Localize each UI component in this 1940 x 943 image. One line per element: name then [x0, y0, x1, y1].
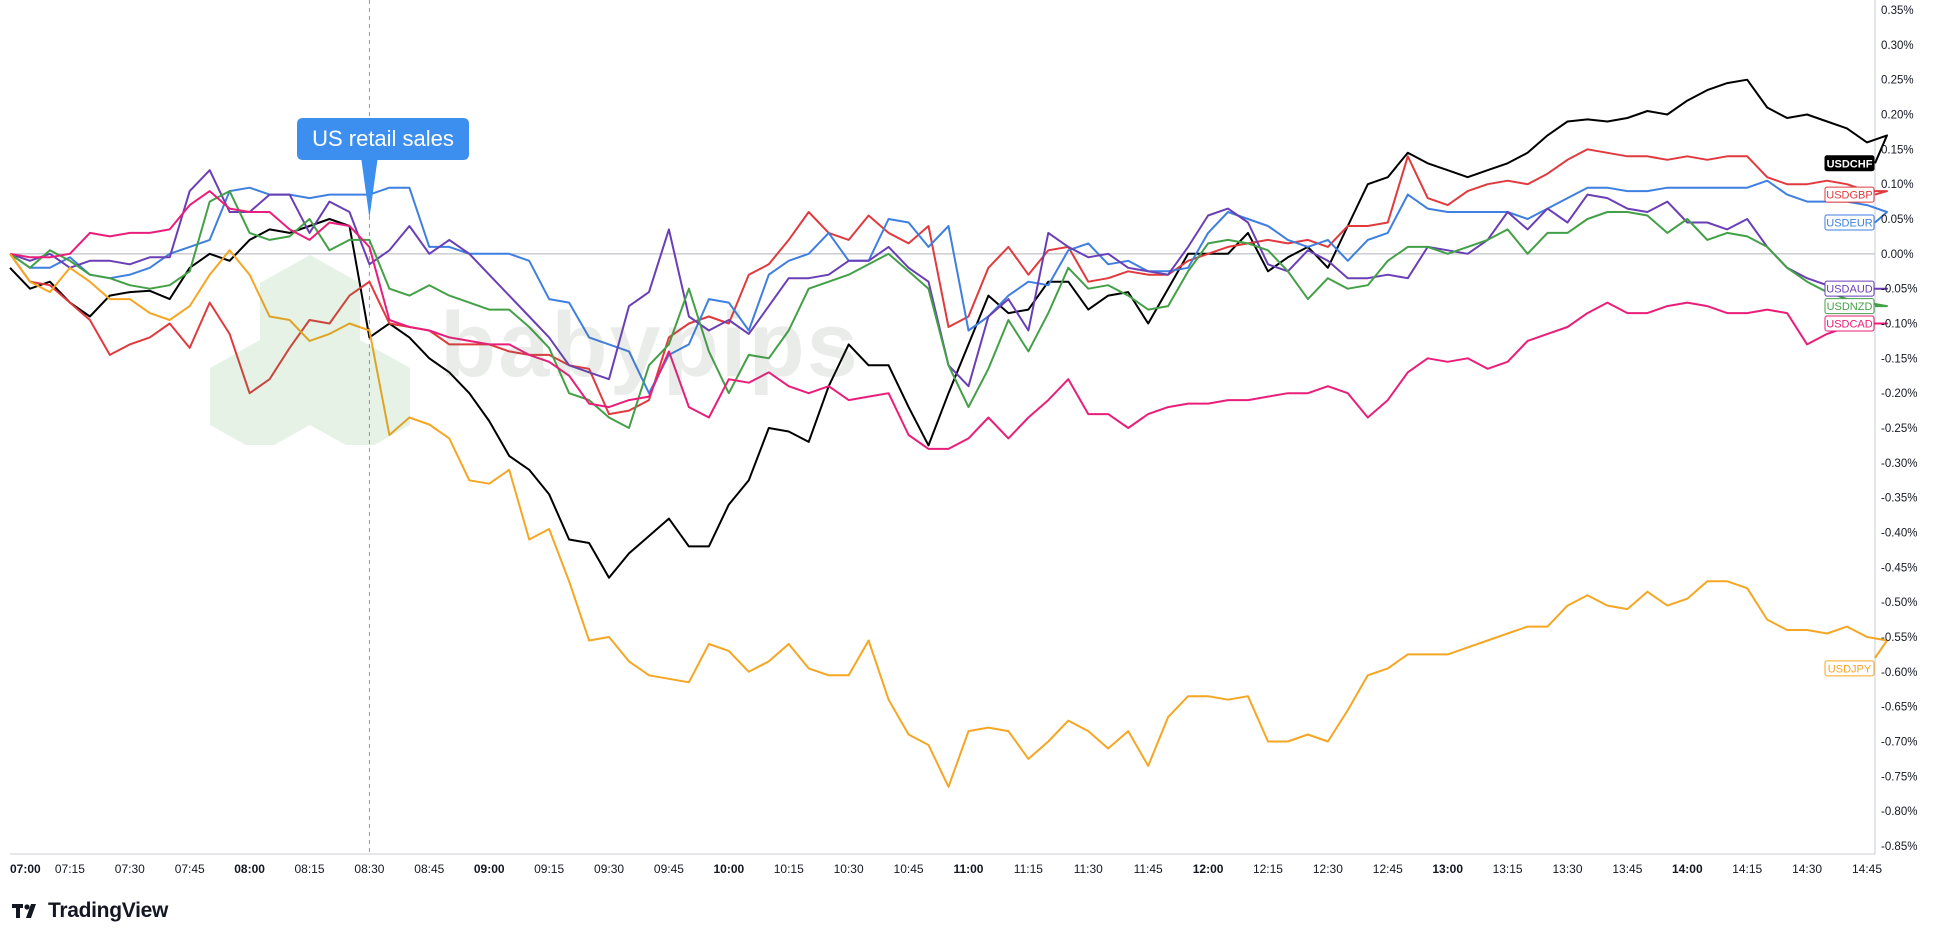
y-tick-label: -0.85% — [1881, 841, 1917, 853]
tradingview-logo-text: TradingView — [48, 899, 169, 922]
series-layer — [9, 78, 1888, 788]
x-tick-label: 07:45 — [175, 862, 205, 876]
x-tick-label: 13:45 — [1612, 862, 1642, 876]
event-callout-bubble — [297, 118, 469, 218]
x-tick-label: 08:00 — [234, 862, 265, 876]
x-axis-ticks: 07:00 07:15 07:30 07:45 08:00 08:15 08:30 08:45… — [10, 862, 1882, 876]
series-tag-usdgbp: USDGBP — [1824, 186, 1875, 203]
series-tag-usdnzd: USDNZD — [1824, 298, 1875, 315]
y-tick-label: -0.15% — [1881, 353, 1917, 365]
series-tag-box — [1824, 315, 1875, 332]
x-tick-label: 07:30 — [115, 862, 145, 876]
x-tick-label: 11:00 — [953, 862, 983, 876]
series-tag-box — [1824, 298, 1875, 315]
x-tick-label: 09:15 — [534, 862, 564, 876]
y-tick-label: 0.35% — [1881, 5, 1914, 17]
y-tick-label: 0.05% — [1881, 214, 1914, 226]
x-tick-label: 09:00 — [474, 862, 505, 876]
y-tick-label: -0.25% — [1881, 423, 1917, 435]
series-line-usdaud — [9, 169, 1888, 388]
y-tick-label: -0.80% — [1881, 806, 1917, 818]
series-tag-box — [1824, 660, 1875, 677]
x-tick-label: 14:30 — [1792, 862, 1822, 876]
series-tag-box — [1824, 214, 1875, 231]
series-tag-label: USDEUR — [1826, 217, 1873, 229]
y-tick-label: -0.65% — [1881, 702, 1917, 714]
x-tick-label: 10:45 — [894, 862, 924, 876]
series-tag-label: USDNZD — [1827, 301, 1873, 313]
series-tag-usdjpy: USDJPY — [1824, 660, 1875, 677]
y-tick-label: -0.45% — [1881, 562, 1917, 574]
tradingview-logo-icon — [12, 904, 36, 918]
series-line-usdcad — [9, 190, 1888, 450]
x-tick-label: 09:30 — [594, 862, 624, 876]
y-tick-label: -0.70% — [1881, 737, 1917, 749]
series-tag-label: USDJPY — [1828, 663, 1872, 675]
x-tick-label: 09:45 — [654, 862, 684, 876]
series-line-usdeur — [9, 179, 1888, 395]
x-tick-label: 13:00 — [1432, 862, 1463, 876]
y-tick-label: -0.35% — [1881, 493, 1917, 505]
y-tick-label: -0.60% — [1881, 667, 1917, 679]
x-tick-label: 07:00 — [10, 862, 41, 876]
y-tick-label: -0.75% — [1881, 771, 1917, 783]
y-tick-label: 0.25% — [1881, 75, 1914, 87]
x-tick-label: 12:15 — [1253, 862, 1283, 876]
series-tag-label: USDCHF — [1827, 158, 1873, 170]
event-callout-label: US retail sales — [312, 126, 454, 151]
series-line-usdjpy — [9, 249, 1888, 788]
series-line-usdchf — [9, 78, 1888, 579]
y-tick-label: -0.20% — [1881, 388, 1917, 400]
series-tag-usdeur: USDEUR — [1824, 214, 1875, 231]
series-line-usdnzd — [9, 190, 1888, 429]
y-tick-label: -0.50% — [1881, 597, 1917, 609]
x-tick-label: 08:30 — [354, 862, 384, 876]
y-tick-label: -0.10% — [1881, 319, 1917, 331]
y-tick-label: -0.30% — [1881, 458, 1917, 470]
y-tick-label: 0.00% — [1881, 249, 1914, 261]
x-tick-label: 10:00 — [713, 862, 744, 876]
x-tick-label: 12:30 — [1313, 862, 1343, 876]
event-callout: US retail sales — [297, 118, 469, 218]
y-tick-label: 0.15% — [1881, 144, 1914, 156]
x-tick-label: 11:30 — [1074, 862, 1103, 876]
x-tick-label: 13:15 — [1493, 862, 1523, 876]
series-end-labels: USDCHF USDGBP USDEUR USDAUD USDNZD USDCAD USDJ… — [1824, 155, 1875, 677]
x-tick-label: 14:00 — [1672, 862, 1703, 876]
x-tick-label: 11:45 — [1134, 862, 1163, 876]
x-tick-label: 13:30 — [1552, 862, 1582, 876]
y-axis-ticks: 0.35% 0.30% 0.25% 0.20% 0.15% 0.10% 0.05% 0.00%… — [1881, 5, 1917, 853]
series-tag-label: USDGBP — [1826, 190, 1872, 202]
x-tick-label: 07:15 — [55, 862, 85, 876]
x-tick-label: 14:45 — [1852, 862, 1882, 876]
series-tag-usdaud: USDAUD — [1824, 280, 1875, 297]
series-tag-usdcad: USDCAD — [1824, 315, 1875, 332]
x-tick-label: 10:30 — [834, 862, 864, 876]
series-tag-label: USDCAD — [1826, 319, 1873, 331]
y-tick-label: 0.20% — [1881, 110, 1914, 122]
x-tick-label: 08:15 — [295, 862, 325, 876]
series-tag-box — [1824, 280, 1875, 297]
y-tick-label: 0.10% — [1881, 179, 1914, 191]
x-tick-label: 12:45 — [1373, 862, 1403, 876]
series-tag-usdchf: USDCHF — [1824, 155, 1875, 172]
y-tick-label: -0.05% — [1881, 284, 1917, 296]
series-line-usdgbp — [9, 148, 1888, 416]
series-tag-box — [1824, 155, 1875, 172]
x-tick-label: 08:45 — [414, 862, 444, 876]
tradingview-logo[interactable]: TradingView — [12, 899, 168, 923]
series-tag-label: USDAUD — [1826, 284, 1873, 296]
y-tick-label: 0.30% — [1881, 40, 1914, 52]
y-tick-label: -0.55% — [1881, 632, 1917, 644]
x-tick-label: 11:15 — [1014, 862, 1043, 876]
x-tick-label: 10:15 — [774, 862, 804, 876]
y-tick-label: -0.40% — [1881, 528, 1917, 540]
x-tick-label: 12:00 — [1193, 862, 1224, 876]
series-tag-box — [1824, 186, 1875, 203]
x-tick-label: 14:15 — [1732, 862, 1762, 876]
